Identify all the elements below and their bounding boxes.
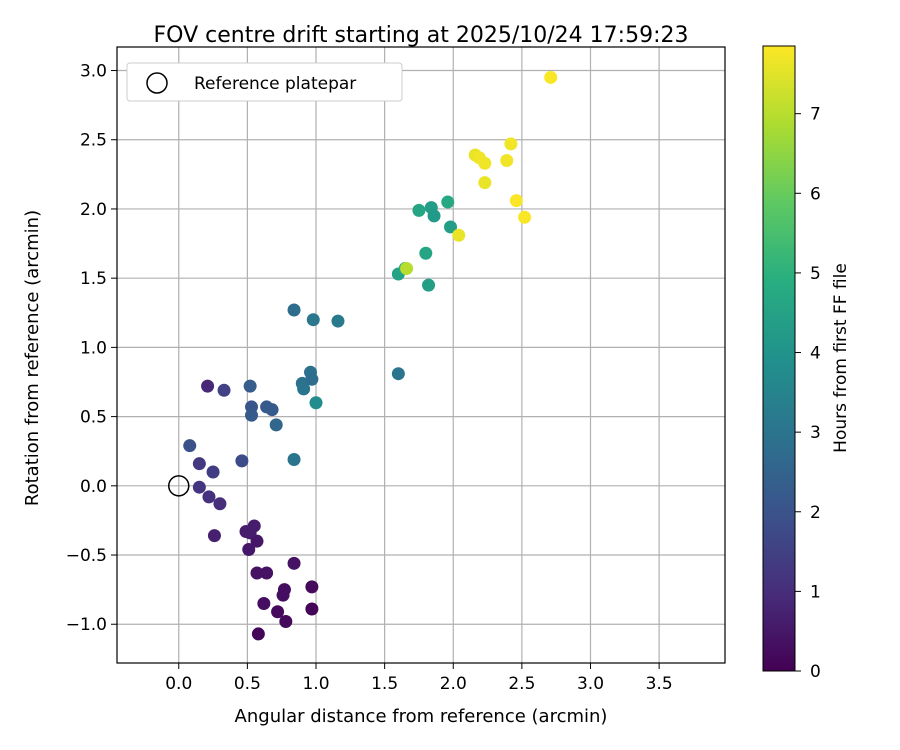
y-tick-label: −0.5	[66, 546, 107, 566]
colorbar-tick-label: 5	[810, 264, 821, 284]
data-point	[441, 195, 455, 209]
y-tick-label: 0.5	[80, 408, 107, 428]
data-point	[207, 529, 221, 543]
data-point	[419, 246, 433, 260]
data-point	[192, 480, 206, 494]
data-point	[478, 176, 492, 190]
data-point	[331, 314, 345, 328]
legend-marker	[146, 72, 168, 94]
data-points	[183, 70, 558, 641]
data-point	[500, 154, 514, 168]
y-tick-label: 1.0	[80, 338, 107, 358]
data-point	[276, 588, 290, 602]
colorbar-tick-label: 7	[810, 105, 821, 125]
data-point	[287, 556, 301, 570]
legend: Reference platepar	[126, 62, 403, 102]
data-point	[452, 228, 466, 242]
y-tick-label: 2.0	[80, 200, 107, 220]
data-point	[279, 614, 293, 628]
x-axis-label: Angular distance from reference (arcmin)	[235, 706, 608, 727]
data-point	[305, 580, 319, 594]
y-axis-label: Rotation from reference (arcmin)	[22, 210, 43, 506]
data-point	[257, 596, 271, 610]
reference-marker	[168, 475, 190, 497]
data-point	[213, 497, 227, 511]
data-point	[509, 194, 523, 208]
colorbar-tick-label: 1	[810, 582, 821, 602]
chart-title: FOV centre drift starting at 2025/10/24 …	[154, 23, 689, 48]
plot-frame	[116, 46, 726, 664]
x-tick-label: 2.0	[440, 674, 467, 694]
data-point	[412, 203, 426, 217]
data-point	[235, 454, 249, 468]
x-tick-label: 0.0	[165, 674, 192, 694]
data-point	[400, 261, 414, 275]
y-tick-label: 3.0	[80, 62, 107, 82]
y-tick-label: −1.0	[66, 615, 107, 635]
data-point	[518, 210, 532, 224]
data-point	[247, 519, 261, 533]
colorbar-gradient	[762, 45, 796, 672]
data-point	[427, 209, 441, 223]
data-point	[269, 418, 283, 432]
data-point	[444, 220, 458, 234]
y-tick-label: 0.0	[80, 477, 107, 497]
y-tick-label: 2.5	[80, 131, 107, 151]
legend-label: Reference platepar	[194, 74, 356, 94]
colorbar-tick-label: 4	[810, 344, 821, 364]
data-point	[265, 403, 279, 417]
x-tick-label: 1.0	[302, 674, 329, 694]
data-point	[183, 439, 197, 453]
colorbar-tick-label: 0	[810, 662, 821, 682]
data-point	[217, 383, 231, 397]
colorbar-tick-label: 3	[810, 423, 821, 443]
data-point	[201, 379, 215, 393]
data-point	[243, 379, 257, 393]
y-tick-label: 1.5	[80, 269, 107, 289]
x-tick-label: 3.5	[646, 674, 673, 694]
data-point	[478, 156, 492, 170]
data-point	[287, 453, 301, 467]
colorbar-tick-label: 2	[810, 503, 821, 523]
data-point	[391, 367, 405, 381]
data-point	[202, 490, 216, 504]
x-tick-label: 3.0	[577, 674, 604, 694]
data-point	[504, 137, 518, 151]
data-point	[206, 465, 220, 479]
data-point	[297, 382, 311, 396]
data-point	[250, 566, 264, 580]
colorbar-label: Hours from first FF file	[831, 263, 851, 453]
data-point	[544, 70, 558, 84]
data-point	[287, 303, 301, 317]
data-point	[305, 372, 319, 386]
y-axis-ticks: −1.0 −0.5 0.0 0.5 1.0 1.5 2.0 2.5 3.0	[66, 62, 117, 635]
data-point	[192, 457, 206, 471]
x-tick-label: 0.5	[234, 674, 261, 694]
data-point	[245, 408, 259, 422]
x-axis-ticks: 0.0 0.5 1.0 1.5 2.0 2.5 3.0 3.5	[165, 663, 673, 694]
colorbar-ticks: 0 1 2 3 4 5 6 7	[795, 105, 821, 682]
x-tick-label: 1.5	[371, 674, 398, 694]
data-point	[271, 605, 285, 619]
data-point	[305, 602, 319, 616]
x-tick-label: 2.5	[508, 674, 535, 694]
data-point	[242, 542, 256, 556]
data-point	[306, 313, 320, 327]
grid-lines	[117, 47, 725, 663]
colorbar: 0 1 2 3 4 5 6 7 Hours from first FF file	[762, 45, 851, 682]
legend-box	[126, 62, 403, 102]
data-point	[309, 396, 323, 410]
data-point	[260, 566, 274, 580]
colorbar-tick-label: 6	[810, 184, 821, 204]
data-point	[251, 627, 265, 641]
data-point	[250, 534, 264, 548]
data-point	[422, 278, 436, 292]
